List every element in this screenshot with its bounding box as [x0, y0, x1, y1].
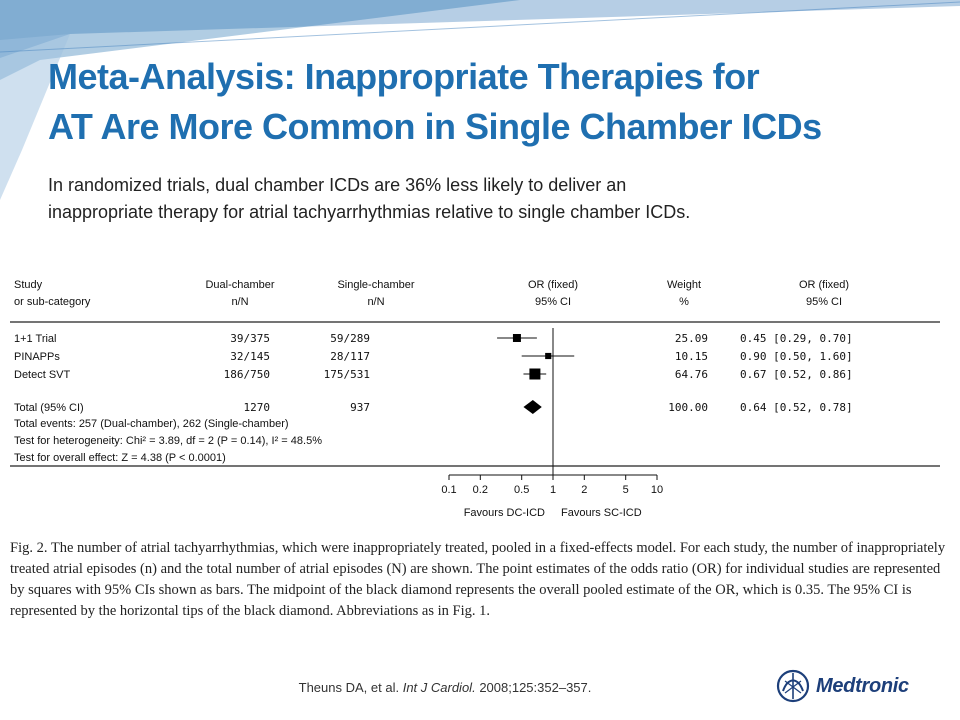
- study-single: 28/117: [330, 350, 370, 363]
- citation-details: 2008;125:352–357.: [479, 680, 592, 695]
- header-dual-2: n/N: [231, 296, 248, 308]
- x-tick-label: 0.5: [514, 484, 529, 496]
- header-study-2: or sub-category: [14, 296, 91, 308]
- header-or-text-1: OR (fixed): [799, 279, 849, 291]
- x-tick-label: 2: [581, 484, 587, 496]
- note-heterogeneity: Test for heterogeneity: Chi² = 3.89, df …: [14, 435, 322, 447]
- note-total-events: Total events: 257 (Dual-chamber), 262 (S…: [14, 418, 289, 430]
- slide-title: Meta-Analysis: Inappropriate Therapies f…: [48, 52, 948, 152]
- study-or-text: 0.45 [0.29, 0.70]: [740, 332, 853, 345]
- slide-subtitle-line-1: In randomized trials, dual chamber ICDs …: [48, 175, 627, 195]
- accent-rule: [0, 1, 960, 53]
- study-name: 1+1 Trial: [14, 333, 57, 345]
- study-or-text: 0.67 [0.52, 0.86]: [740, 368, 853, 381]
- study-name: Detect SVT: [14, 369, 71, 381]
- logo-wordmark: Medtronic: [816, 674, 909, 697]
- study-weight: 10.15: [675, 350, 708, 363]
- header-row: Study or sub-category Dual-chamber n/N S…: [14, 279, 849, 308]
- citation-authors: Theuns DA, et al.: [298, 680, 400, 695]
- x-axis-ticks: 0.1 0.2 0.5 1 2 5 10: [441, 475, 663, 496]
- x-tick-label: 0.1: [441, 484, 456, 496]
- header-dual-1: Dual-chamber: [205, 279, 274, 291]
- header-single-2: n/N: [367, 296, 384, 308]
- total-label: Total (95% CI): [14, 402, 84, 414]
- slide-title-line-1: Meta-Analysis: Inappropriate Therapies f…: [48, 56, 760, 97]
- favours-left-label: Favours DC-ICD: [464, 507, 545, 519]
- study-row: Detect SVT 186/750 175/531 64.76 0.67 [0.52,…: [14, 368, 853, 381]
- study-single: 59/289: [330, 332, 370, 345]
- slide-subtitle-line-2: inappropriate therapy for atrial tachyar…: [48, 202, 691, 222]
- accent-band: [0, 0, 960, 58]
- citation: Theuns DA, et al. Int J Cardiol. 2008;12…: [0, 680, 890, 695]
- header-or-plot-1: OR (fixed): [528, 279, 578, 291]
- header-weight-2: %: [679, 296, 689, 308]
- slide-subtitle: In randomized trials, dual chamber ICDs …: [48, 172, 928, 226]
- total-or-text: 0.64 [0.52, 0.78]: [740, 401, 853, 414]
- x-tick-label: 1: [550, 484, 556, 496]
- total-row: Total (95% CI) 1270 937 100.00 0.64 [0.5…: [14, 400, 853, 414]
- study-name: PINAPPs: [14, 351, 60, 363]
- study-row: PINAPPs 32/145 28/117 10.15 0.90 [0.50, 1.60…: [14, 350, 853, 363]
- total-weight: 100.00: [668, 401, 708, 414]
- study-rows: 1+1 Trial 39/375 59/289 25.09 0.45 [0.29, 0.…: [14, 332, 853, 381]
- total-diamond: [523, 400, 542, 414]
- study-point-square: [512, 334, 521, 342]
- x-tick-label: 5: [623, 484, 629, 496]
- study-row: 1+1 Trial 39/375 59/289 25.09 0.45 [0.29, 0.…: [14, 332, 853, 345]
- study-dual: 186/750: [224, 368, 270, 381]
- slide-title-line-2: AT Are More Common in Single Chamber ICD…: [48, 106, 822, 147]
- study-single: 175/531: [324, 368, 370, 381]
- header-study-1: Study: [14, 279, 43, 291]
- header-weight-1: Weight: [667, 279, 701, 291]
- study-dual: 39/375: [230, 332, 270, 345]
- caption-line-3: by squares with 95% CIs shown as bars. T…: [10, 582, 912, 598]
- citation-journal: Int J Cardiol.: [402, 680, 476, 695]
- study-weight: 25.09: [675, 332, 708, 345]
- study-dual: 32/145: [230, 350, 270, 363]
- x-tick-label: 0.2: [473, 484, 488, 496]
- figure-caption: Fig. 2. The number of atrial tachyarrhyt…: [10, 538, 955, 622]
- accent-band-dark: [0, 0, 520, 80]
- caption-line-1: Fig. 2. The number of atrial tachyarrhyt…: [10, 540, 946, 556]
- forest-plot: Study or sub-category Dual-chamber n/N S…: [10, 279, 940, 519]
- study-point-square: [545, 352, 552, 360]
- study-weight: 64.76: [675, 368, 708, 381]
- x-tick-label: 10: [651, 484, 663, 496]
- total-dual: 1270: [244, 401, 271, 414]
- header-single-1: Single-chamber: [337, 279, 414, 291]
- header-or-text-2: 95% CI: [806, 296, 842, 308]
- study-or-text: 0.90 [0.50, 1.60]: [740, 350, 853, 363]
- medtronic-emblem-icon: [776, 669, 810, 703]
- stats-notes: Total events: 257 (Dual-chamber), 262 (S…: [14, 418, 322, 464]
- note-overall-effect: Test for overall effect: Z = 4.38 (P < 0…: [14, 452, 226, 464]
- header-decoration: [0, 0, 960, 200]
- accent-band-light: [0, 34, 70, 200]
- medtronic-logo: Medtronic: [776, 668, 909, 704]
- favours-right-label: Favours SC-ICD: [561, 507, 642, 519]
- caption-line-2: treated atrial episodes (n) and the tota…: [10, 561, 941, 577]
- caption-line-4: represented by the horizontal tips of th…: [10, 603, 491, 619]
- total-single: 937: [350, 401, 370, 414]
- header-or-plot-2: 95% CI: [535, 296, 571, 308]
- study-point-square: [529, 368, 541, 380]
